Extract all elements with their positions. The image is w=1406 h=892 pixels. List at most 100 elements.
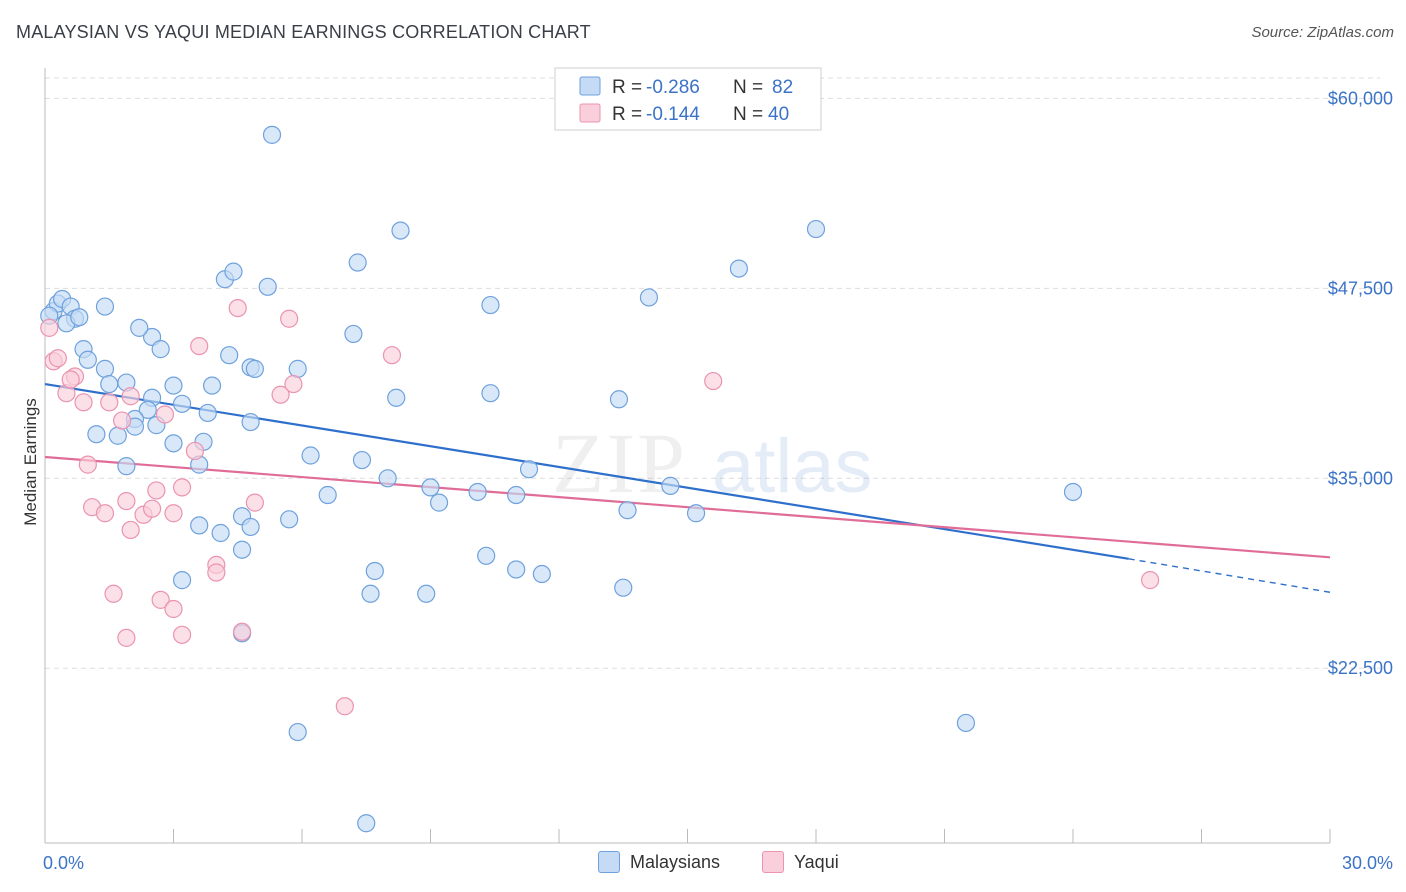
watermark: ZIP atlas — [552, 415, 873, 511]
malaysians-point — [639, 288, 659, 307]
yaqui-point — [112, 411, 132, 430]
malaysians-point — [288, 722, 307, 742]
malaysians-point — [151, 340, 170, 359]
malaysians-point — [262, 125, 282, 144]
malaysians-point — [507, 485, 526, 505]
yaqui-point — [207, 563, 226, 582]
yaqui-trend-line — [44, 455, 1331, 559]
malaysians-point — [95, 359, 115, 378]
yaqui-point — [117, 491, 136, 511]
yaqui-swatch — [762, 851, 784, 873]
malaysians-point — [232, 540, 252, 559]
malaysians-point — [729, 259, 749, 278]
malaysians-point — [100, 374, 119, 394]
malaysians-point — [421, 478, 440, 497]
malaysians-point — [532, 564, 551, 584]
malaysians-point — [241, 412, 260, 432]
correlation-legend: R = -0.286 N = 82 R = -0.144 N = 40 — [554, 67, 822, 131]
yaqui-point — [121, 520, 140, 540]
legend-r-value-2: -0.144 — [646, 104, 700, 125]
yaqui-point — [190, 336, 209, 356]
series-legend: Malaysians Yaqui — [0, 851, 1406, 879]
malaysians-point — [95, 297, 115, 316]
malaysians-point — [618, 501, 637, 520]
malaysians-point — [365, 561, 384, 581]
malaysians-point — [806, 219, 826, 239]
malaysians-point — [220, 346, 239, 365]
yaqui-point — [74, 393, 93, 412]
yaqui-point — [100, 393, 119, 412]
malaysians-point — [190, 516, 209, 535]
legend-n-value-1: 82 — [772, 77, 793, 98]
malaysians-point — [519, 460, 539, 479]
yaqui-point — [142, 499, 162, 518]
yaqui-point — [228, 298, 247, 318]
malaysians-point — [361, 584, 380, 603]
malaysians-point — [78, 350, 97, 369]
y-tick-label: $22,500 — [1328, 658, 1393, 678]
malaysians-point — [117, 457, 136, 476]
malaysians-point — [224, 262, 243, 281]
malaysians-point — [429, 493, 449, 512]
watermark-atlas: atlas — [712, 424, 873, 509]
malaysians-point — [477, 546, 496, 565]
malaysians-point — [378, 469, 397, 488]
x-tick-label-min: 0.0% — [43, 853, 84, 873]
malaysians-point — [172, 571, 192, 590]
malaysians-point — [164, 434, 183, 453]
legend-swatch-malaysians — [579, 76, 601, 96]
malaysians-point — [609, 390, 629, 409]
malaysians-point — [352, 450, 372, 470]
yaqui-point — [78, 455, 97, 474]
yaqui-point — [284, 374, 303, 394]
axes: $22,500 $35,000 $47,500 $60,000 0.0% 30.0% — [43, 68, 1393, 873]
malaysians-point — [956, 713, 976, 733]
malaysians-point — [344, 324, 363, 344]
legend-n-label-1: N = — [733, 77, 763, 98]
malaysians-point — [686, 504, 706, 523]
yaqui-point — [280, 309, 299, 328]
yaqui-point — [61, 370, 80, 389]
yaqui-point — [172, 625, 192, 644]
data-points — [40, 125, 1160, 833]
legend-swatch-yaqui — [579, 103, 601, 123]
legend-r-label-2: R = — [612, 104, 642, 125]
malaysians-point — [198, 403, 217, 423]
malaysians-swatch — [598, 851, 620, 873]
yaqui-point — [232, 622, 252, 641]
yaqui-point — [164, 504, 183, 523]
malaysians-point — [258, 277, 277, 296]
yaqui-point — [172, 478, 192, 497]
legend-item-yaqui: Yaqui — [762, 851, 839, 873]
legend-item-malaysians: Malaysians — [598, 851, 720, 873]
malaysians-point — [391, 221, 410, 240]
yaqui-point — [155, 405, 175, 424]
malaysians-point — [280, 510, 299, 529]
yaqui-point — [1140, 571, 1160, 590]
chart-title: MALAYSIAN VS YAQUI MEDIAN EARNINGS CORRE… — [16, 22, 591, 42]
malaysians-point — [164, 376, 183, 395]
legend-n-value-2: 40 — [768, 104, 789, 125]
malaysians-point — [301, 446, 320, 465]
y-tick-label: $60,000 — [1328, 88, 1393, 108]
malaysians-point — [481, 384, 500, 403]
yaqui-point — [95, 504, 115, 523]
legend-r-value-1: -0.286 — [646, 77, 700, 98]
yaqui-point — [147, 481, 166, 500]
malaysians-point — [348, 253, 367, 272]
malaysians-point — [202, 376, 222, 395]
malaysians-trend-extension — [1128, 558, 1331, 593]
malaysians-point — [481, 295, 500, 315]
y-axis-label: Median Earnings — [21, 398, 40, 526]
malaysians-point — [387, 388, 406, 407]
yaqui-point — [335, 697, 354, 716]
malaysians-point — [130, 318, 149, 337]
y-tick-label: $35,000 — [1328, 468, 1393, 488]
x-tick-label-max: 30.0% — [1342, 853, 1393, 873]
legend-n-label-2: N = — [733, 104, 763, 125]
malaysians-point — [288, 359, 307, 378]
malaysians-point — [138, 400, 157, 420]
yaqui-point — [117, 628, 136, 647]
malaysians-point — [108, 426, 127, 445]
